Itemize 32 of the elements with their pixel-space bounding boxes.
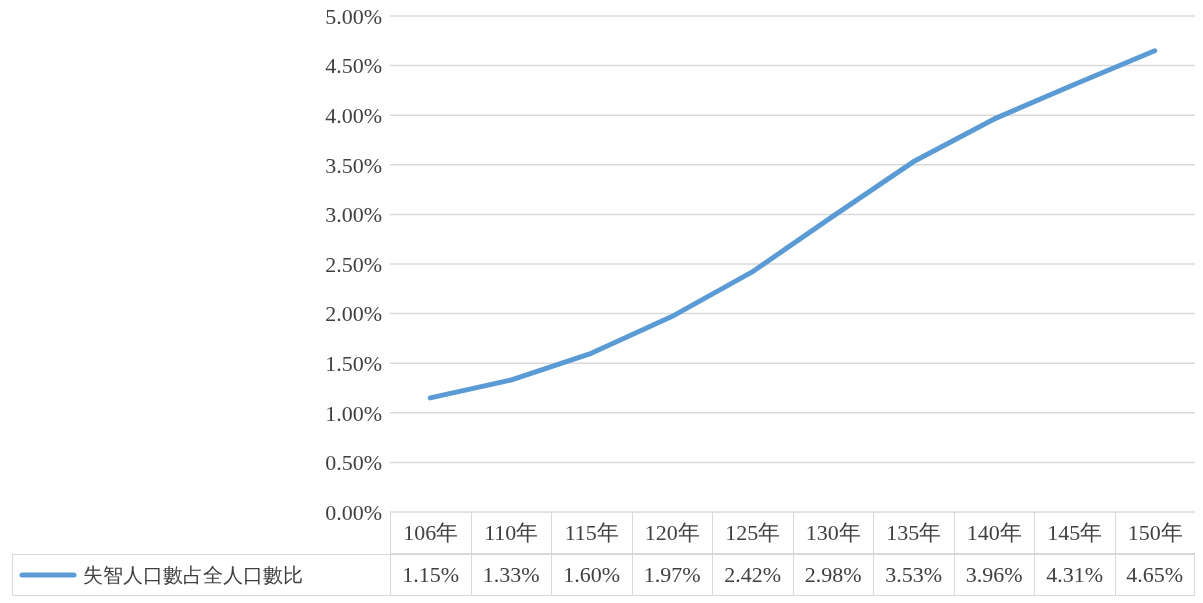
y-tick-label: 4.50% (325, 53, 382, 79)
data-label: 4.65% (1114, 554, 1195, 596)
x-tick-label: 145年 (1034, 512, 1115, 554)
data-label: 4.31% (1034, 554, 1115, 596)
x-tick-label: 140年 (953, 512, 1034, 554)
data-label: 1.97% (631, 554, 712, 596)
data-label: 1.60% (551, 554, 632, 596)
data-label: 3.53% (873, 554, 954, 596)
x-tick-label: 135年 (873, 512, 954, 554)
data-label: 1.15% (390, 554, 471, 596)
y-tick-label: 5.00% (325, 3, 382, 29)
y-tick-label: 3.00% (325, 202, 382, 228)
y-tick-label: 0.00% (325, 499, 382, 525)
y-tick-label: 2.00% (325, 301, 382, 327)
data-label: 2.42% (712, 554, 793, 596)
x-tick-label: 115年 (551, 512, 632, 554)
y-tick-label: 1.00% (325, 400, 382, 426)
x-tick-label: 120年 (631, 512, 712, 554)
legend-label: 失智人口數占全人口數比 (83, 561, 303, 589)
data-label: 3.96% (953, 554, 1034, 596)
y-tick-label: 0.50% (325, 450, 382, 476)
y-tick-label: 3.50% (325, 152, 382, 178)
y-tick-label: 1.50% (325, 351, 382, 377)
x-tick-label: 150年 (1114, 512, 1195, 554)
y-tick-label: 2.50% (325, 251, 382, 277)
x-tick-label: 106年 (390, 512, 471, 554)
y-tick-label: 4.00% (325, 103, 382, 129)
data-label: 2.98% (792, 554, 873, 596)
data-label: 1.33% (470, 554, 551, 596)
x-tick-label: 130年 (792, 512, 873, 554)
x-tick-label: 125年 (712, 512, 793, 554)
x-tick-label: 110年 (470, 512, 551, 554)
